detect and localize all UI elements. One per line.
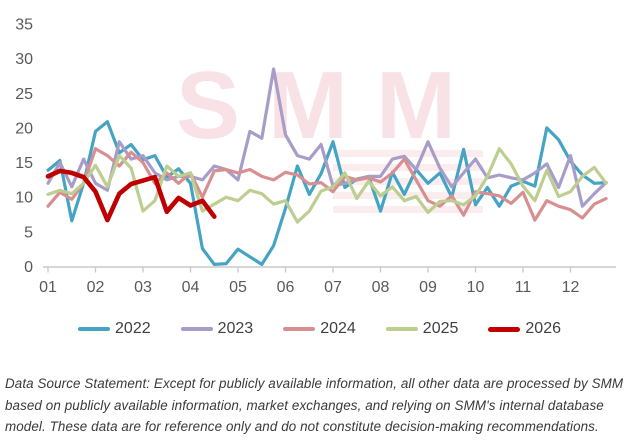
legend-swatch-2026 — [488, 326, 521, 332]
legend-label-2026: 2026 — [525, 320, 561, 337]
legend-item-2024: 2024 — [283, 320, 356, 338]
x-tick-label: 07 — [324, 279, 342, 296]
x-tick-label: 12 — [562, 279, 580, 296]
y-tick-label: 15 — [15, 155, 33, 172]
y-tick-label: 0 — [24, 259, 33, 276]
x-tick-label: 03 — [134, 279, 152, 296]
chart-legend: 2022 2023 2024 2025 2026 — [0, 320, 639, 338]
y-tick-label: 25 — [15, 86, 33, 103]
y-tick-label: 5 — [24, 224, 33, 241]
legend-item-2022: 2022 — [78, 320, 151, 338]
x-tick-label: 09 — [419, 279, 437, 296]
y-tick-label: 35 — [15, 16, 33, 33]
legend-item-2025: 2025 — [385, 320, 459, 338]
series-line-2026 — [45, 168, 217, 223]
x-tick-label: 01 — [39, 279, 57, 296]
series-line-2024 — [46, 147, 608, 222]
legend-swatch-2023 — [180, 327, 213, 331]
footer-text: Data Source Statement: Except for public… — [5, 376, 624, 434]
x-tick-label: 02 — [87, 279, 105, 296]
y-tick-label: 10 — [15, 190, 33, 207]
x-tick-label: 05 — [229, 279, 247, 296]
legend-swatch-2022 — [78, 327, 111, 331]
legend-label-2023: 2023 — [217, 320, 254, 337]
legend-label-2025: 2025 — [422, 320, 459, 337]
legend-label-2024: 2024 — [320, 320, 356, 337]
x-tick-label: 04 — [182, 279, 200, 296]
legend-swatch-2024 — [283, 327, 316, 331]
series-line-2025 — [46, 147, 608, 224]
legend-label-2022: 2022 — [115, 320, 151, 337]
legend-item-2023: 2023 — [180, 320, 254, 338]
x-tick-label: 11 — [515, 279, 532, 296]
series-line-2023 — [46, 67, 608, 208]
legend-swatch-2025 — [385, 327, 418, 331]
x-tick-label: 10 — [467, 279, 485, 296]
y-tick-label: 30 — [15, 51, 33, 68]
y-tick-label: 20 — [15, 120, 33, 137]
legend-item-2026: 2026 — [488, 320, 561, 338]
data-source-statement: Data Source Statement: Except for public… — [0, 373, 639, 438]
x-tick-label: 06 — [277, 279, 295, 296]
x-tick-label: 08 — [372, 279, 390, 296]
